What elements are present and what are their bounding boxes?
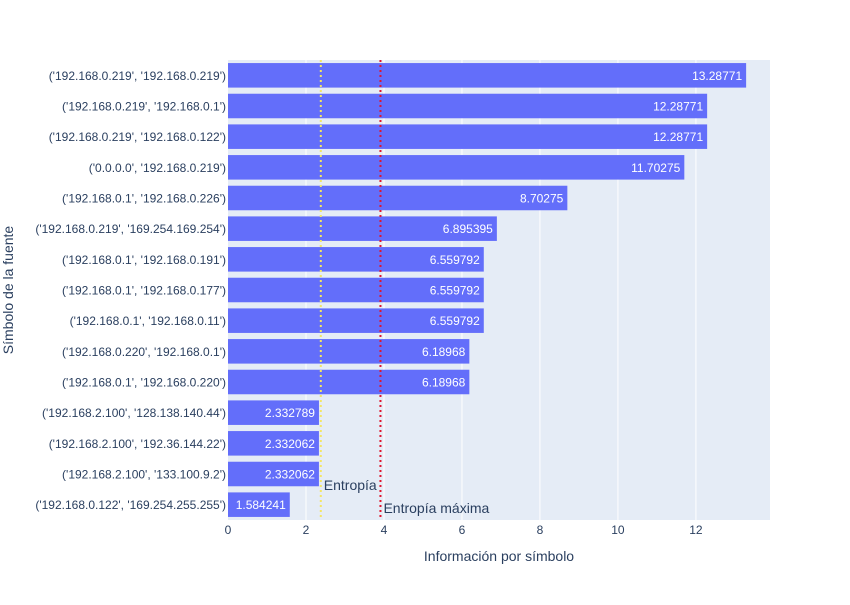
bar bbox=[228, 124, 708, 149]
bar-value-label: 6.18968 bbox=[422, 376, 466, 390]
bar bbox=[228, 155, 685, 180]
bar-value-label: 13.28771 bbox=[692, 69, 742, 83]
bar-value-label: 1.584241 bbox=[236, 498, 286, 512]
bar bbox=[228, 63, 747, 88]
y-tick-label: ('192.168.0.1', '192.168.0.226') bbox=[62, 192, 226, 206]
x-tick-label: 0 bbox=[225, 523, 232, 537]
bar-value-label: 12.28771 bbox=[653, 130, 703, 144]
y-axis-title: Símbolo de la fuente bbox=[0, 226, 16, 355]
x-tick-label: 10 bbox=[611, 523, 625, 537]
x-tick-label: 6 bbox=[459, 523, 466, 537]
y-tick-label: ('192.168.0.220', '192.168.0.1') bbox=[62, 345, 226, 359]
reference-lines: Entropía Entropía máxima bbox=[319, 60, 489, 520]
y-tick-label: ('192.168.2.100', '133.100.9.2') bbox=[62, 468, 226, 482]
bar bbox=[228, 400, 319, 425]
y-tick-label: ('192.168.0.122', '169.254.255.255') bbox=[35, 498, 226, 512]
y-tick-label: ('192.168.0.1', '192.168.0.177') bbox=[62, 284, 226, 298]
y-tick-labels: ('192.168.0.219', '192.168.0.219') ('192.… bbox=[35, 69, 226, 512]
bar-value-label: 6.18968 bbox=[422, 345, 466, 359]
x-tick-label: 4 bbox=[381, 523, 388, 537]
y-tick-label: ('192.168.0.219', '169.254.169.254') bbox=[35, 222, 226, 236]
y-tick-label: ('192.168.2.100', '192.36.144.22') bbox=[49, 437, 226, 451]
bar-value-label: 8.70275 bbox=[520, 192, 564, 206]
reference-line-label: Entropía bbox=[324, 477, 377, 493]
x-tick-labels: 0 2 4 6 8 10 12 bbox=[225, 523, 703, 537]
x-tick-label: 8 bbox=[537, 523, 544, 537]
bar bbox=[228, 308, 484, 333]
bar bbox=[228, 93, 708, 119]
bar bbox=[228, 461, 319, 487]
bar-value-label: 6.895395 bbox=[443, 222, 493, 236]
y-tick-label: ('192.168.0.1', '192.168.0.220') bbox=[62, 376, 226, 390]
bar-value-label: 2.332062 bbox=[265, 468, 315, 482]
data-labels: 13.28771 12.28771 12.28771 11.70275 8.70275 6… bbox=[236, 69, 743, 512]
y-tick-label: ('192.168.0.219', '192.168.0.1') bbox=[62, 100, 226, 114]
bar-value-label: 2.332062 bbox=[265, 437, 315, 451]
bar bbox=[228, 339, 470, 364]
bar bbox=[228, 216, 497, 241]
bar bbox=[228, 492, 290, 517]
bar-value-label: 6.559792 bbox=[430, 284, 480, 298]
y-tick-label: ('0.0.0.0', '192.168.0.219') bbox=[89, 161, 226, 175]
bar bbox=[228, 247, 484, 272]
bar bbox=[228, 185, 568, 211]
x-tick-label: 2 bbox=[303, 523, 310, 537]
bar-value-label: 2.332789 bbox=[265, 406, 315, 420]
y-tick-label: ('192.168.2.100', '128.138.140.44') bbox=[42, 406, 226, 420]
bar-value-label: 6.559792 bbox=[430, 253, 480, 267]
y-tick-label: ('192.168.0.1', '192.168.0.191') bbox=[62, 253, 226, 267]
reference-line-label: Entropía máxima bbox=[383, 500, 489, 516]
x-axis-title: Información por símbolo bbox=[424, 548, 574, 564]
y-tick-label: ('192.168.0.219', '192.168.0.219') bbox=[49, 69, 226, 83]
y-tick-label: ('192.168.0.219', '192.168.0.122') bbox=[49, 130, 226, 144]
y-tick-label: ('192.168.0.1', '192.168.0.11') bbox=[70, 314, 226, 328]
bar-value-label: 12.28771 bbox=[653, 100, 703, 114]
x-tick-label: 12 bbox=[689, 523, 703, 537]
bar-value-label: 11.70275 bbox=[631, 161, 680, 175]
bar bbox=[228, 431, 319, 456]
bar bbox=[228, 277, 484, 303]
bar-value-label: 6.559792 bbox=[430, 314, 480, 328]
bars bbox=[228, 63, 747, 517]
bar bbox=[228, 369, 470, 395]
